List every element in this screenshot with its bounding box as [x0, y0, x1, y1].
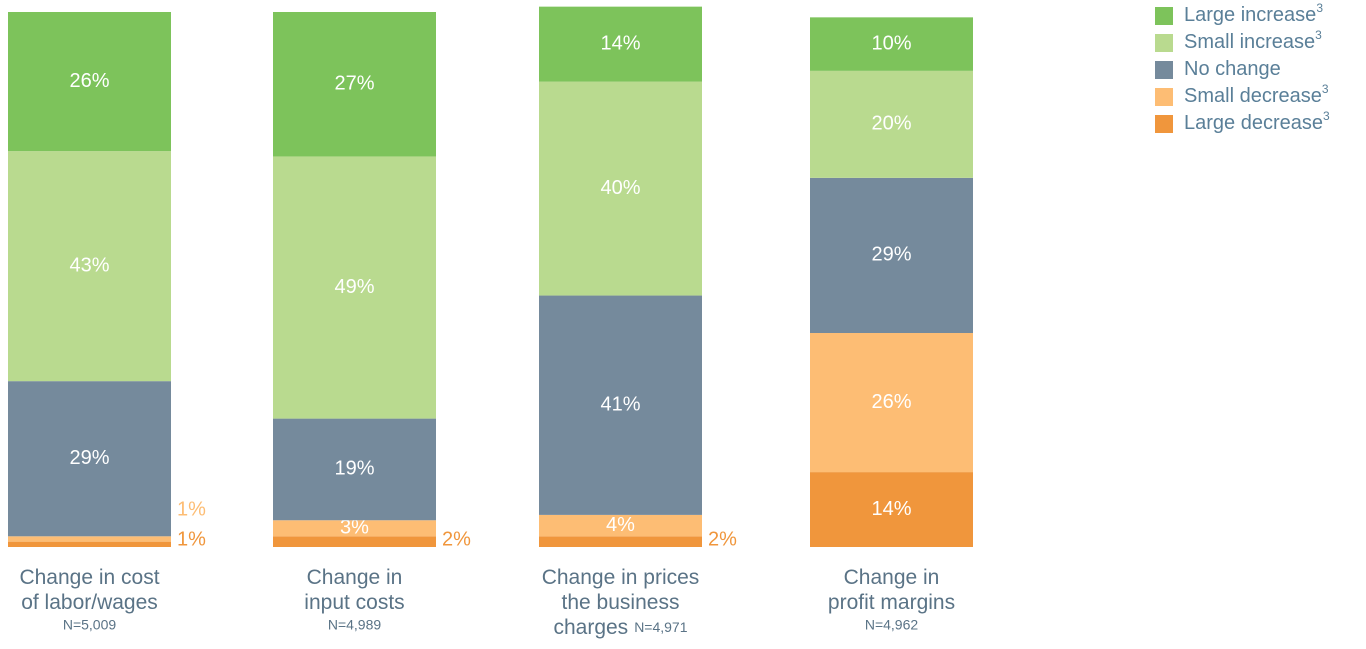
legend-swatch [1155, 61, 1173, 79]
bar-segment [273, 520, 436, 537]
category-line: the business [562, 591, 680, 614]
legend-footnote: 3 [1315, 28, 1322, 42]
legend-name: Small decrease [1184, 85, 1322, 107]
legend-label: Large increase3 [1184, 1, 1323, 26]
value-label: 49% [334, 276, 374, 298]
bar-segment [810, 70, 973, 178]
bar-segment [273, 12, 436, 157]
category-line: of labor/wages [21, 591, 158, 614]
bar-segment [8, 381, 171, 537]
value-label: 29% [69, 447, 109, 469]
value-label: 14% [871, 498, 911, 520]
value-label: 1% [177, 498, 206, 520]
legend-footnote: 3 [1323, 109, 1330, 123]
legend-label: Small increase3 [1184, 28, 1322, 53]
legend-swatch [1155, 88, 1173, 106]
legend-name: Large increase [1184, 4, 1316, 26]
bar-segment [810, 472, 973, 547]
category-label: input costs [304, 591, 404, 614]
value-label: 19% [334, 458, 374, 480]
sample-size: N=5,009 [63, 617, 117, 633]
bar-segment [8, 12, 171, 152]
legend-name: Small increase [1184, 31, 1315, 53]
bar-segment [810, 333, 973, 473]
bar-segment [273, 418, 436, 521]
sample-size: N=4,989 [328, 617, 382, 633]
bar-segment [810, 177, 973, 333]
legend-label: No change [1184, 58, 1281, 80]
legend-name: No change [1184, 58, 1281, 80]
value-label: 43% [69, 254, 109, 276]
bar-segment [273, 536, 436, 547]
value-label: 2% [708, 528, 737, 550]
value-label: 29% [871, 244, 911, 266]
legend-footnote: 3 [1316, 1, 1323, 15]
category-label: the business [562, 591, 680, 614]
category-label: Change in [307, 566, 403, 589]
value-label: 41% [600, 394, 640, 416]
legend-swatch [1155, 34, 1173, 52]
legend-label: Small decrease3 [1184, 82, 1329, 107]
bar-segment [539, 536, 702, 547]
category-label: charges N=4,971 [553, 616, 687, 639]
category-line: Change in [844, 566, 940, 589]
legend-swatch [1155, 115, 1173, 133]
value-label: 2% [442, 528, 471, 550]
value-label: 14% [600, 32, 640, 54]
value-label: 26% [871, 391, 911, 413]
value-label: 20% [871, 113, 911, 135]
category-label: profit margins [828, 591, 955, 614]
bar-segment [8, 541, 171, 547]
value-label: 4% [606, 514, 635, 536]
category-label: of labor/wages [21, 591, 158, 614]
category-label: Change in cost [19, 566, 159, 589]
legend-footnote: 3 [1322, 82, 1329, 96]
bar-segment [539, 6, 702, 82]
category-line: charges [553, 616, 628, 639]
value-label: 1% [177, 528, 206, 550]
legend-swatch [1155, 7, 1173, 25]
category-label: Change in prices [542, 566, 700, 589]
bar-segment [8, 151, 171, 382]
bar-segment [539, 81, 702, 296]
bar-segment [8, 536, 171, 542]
value-label: 3% [340, 517, 369, 539]
category-label: Change in [844, 566, 940, 589]
bar-segment [539, 514, 702, 537]
legend-label: Large decrease3 [1184, 109, 1330, 134]
sample-size: N=4,962 [865, 617, 919, 633]
category-line: input costs [304, 591, 404, 614]
value-label: 27% [334, 73, 374, 95]
bar-segment [810, 17, 973, 71]
category-line: Change in prices [542, 566, 700, 589]
category-line: profit margins [828, 591, 955, 614]
legend-name: Large decrease [1184, 112, 1323, 134]
bar-segment [539, 295, 702, 515]
category-line: Change in [307, 566, 403, 589]
value-label: 26% [69, 70, 109, 92]
category-line: Change in cost [19, 566, 159, 589]
sample-size: N=4,971 [634, 619, 688, 635]
value-label: 40% [600, 177, 640, 199]
bar-segment [273, 156, 436, 419]
value-label: 10% [871, 32, 911, 54]
